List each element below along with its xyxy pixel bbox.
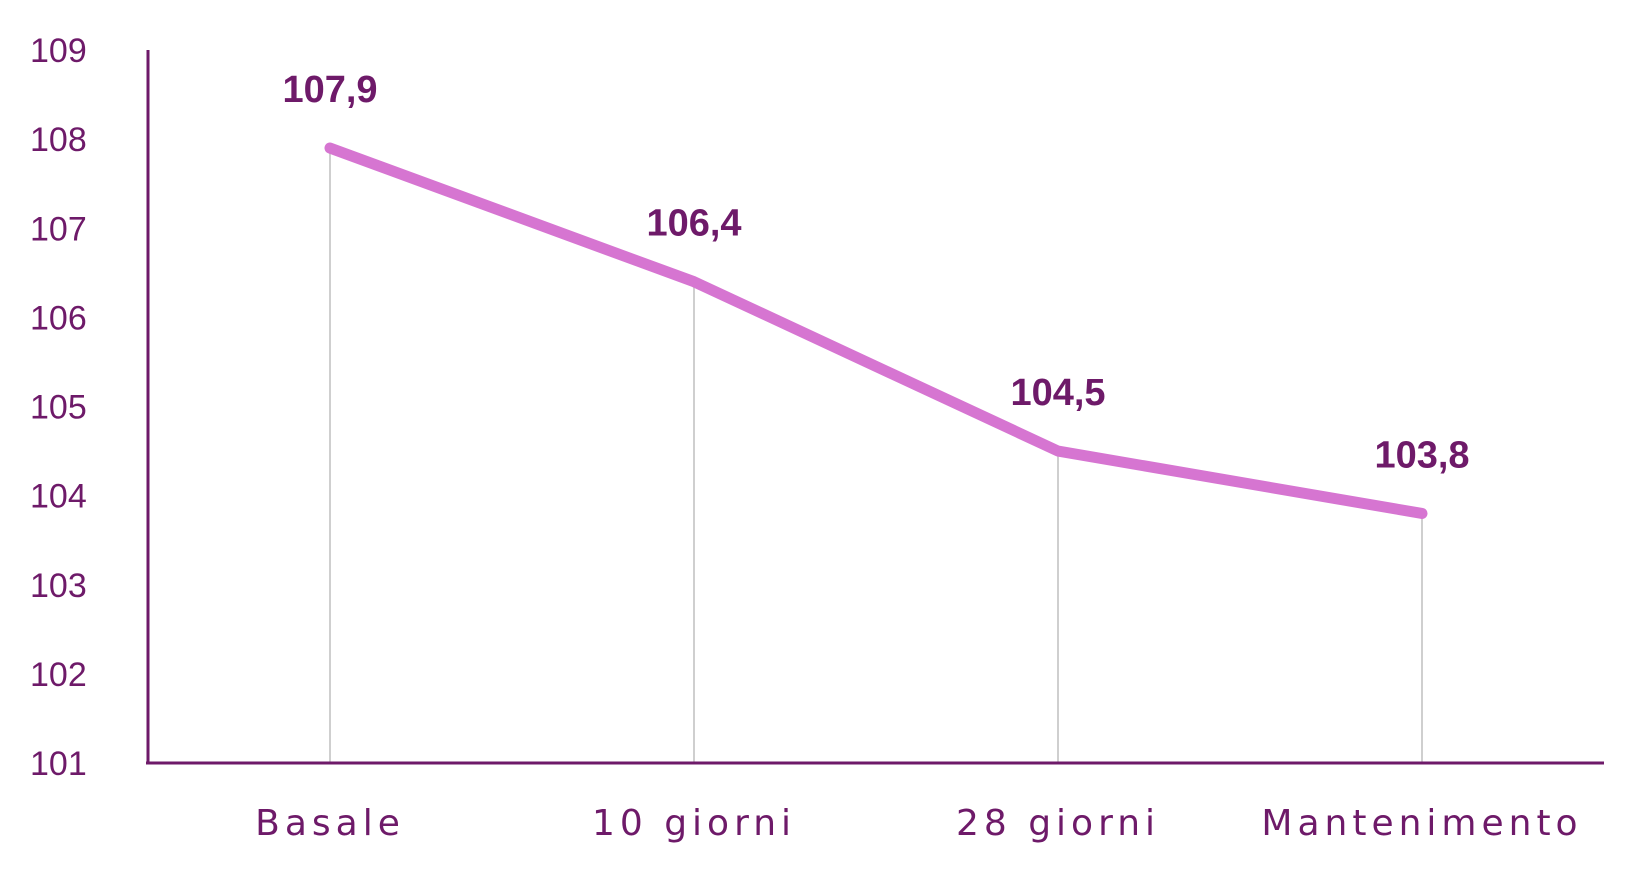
y-axis-ticks: 101 102 103 104 105 106 107 108 109 [30,32,87,783]
y-tick-label: 105 [30,389,87,427]
data-label: 104,5 [1010,372,1105,414]
data-label: 107,9 [282,69,377,111]
x-tick-label: 28 giorni [956,803,1160,844]
data-labels: 107,9 106,4 104,5 103,8 [282,69,1469,476]
x-tick-label: Mantenimento [1261,803,1582,844]
drop-lines [329,148,1423,763]
x-tick-label: 10 giorni [592,803,796,844]
y-tick-label: 101 [30,745,87,783]
series-group [324,142,1428,519]
data-label: 106,4 [646,203,741,245]
x-axis-ticks: Basale 10 giorni 28 giorni Mantenimento [255,803,1582,844]
y-tick-label: 104 [30,478,87,516]
y-tick-label: 109 [30,32,87,70]
y-tick-label: 107 [30,210,87,248]
series-line [324,142,1428,519]
y-tick-label: 102 [30,656,87,694]
y-tick-label: 108 [30,121,87,159]
x-tick-label: Basale [255,803,405,844]
y-tick-label: 103 [30,567,87,605]
y-tick-label: 106 [30,299,87,337]
data-label: 103,8 [1374,434,1469,476]
